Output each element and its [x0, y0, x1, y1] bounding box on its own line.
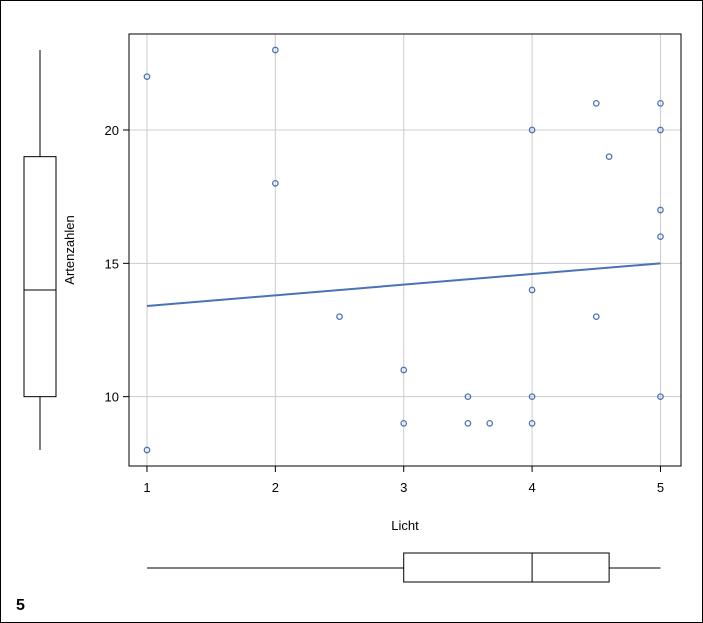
data-point — [400, 419, 408, 427]
data-point — [528, 393, 536, 401]
data-point — [657, 393, 664, 401]
x-tick-label: 5 — [657, 480, 664, 495]
y-tick-label: 10 — [105, 390, 119, 405]
plot-area — [128, 33, 682, 467]
panel-number: 5 — [16, 597, 25, 614]
data-point — [592, 313, 600, 321]
data-point — [143, 446, 151, 454]
data-point — [400, 366, 408, 374]
regression-line — [146, 262, 661, 307]
data-point — [336, 313, 343, 321]
data-point — [486, 419, 494, 427]
points-layer — [143, 46, 664, 454]
data-point — [657, 233, 664, 241]
y-marginal-boxplot — [23, 50, 57, 450]
grid-layer — [129, 34, 681, 466]
y-box-rect — [23, 156, 57, 398]
y-tick-label: 20 — [105, 123, 119, 138]
fit-line-layer — [146, 262, 661, 307]
data-point — [605, 153, 613, 161]
x-box-rect — [403, 552, 610, 583]
ticks-layer: 1 2 3 4 5 10 15 20 — [105, 123, 665, 495]
data-point — [464, 419, 472, 427]
data-point — [592, 99, 600, 107]
x-axis-label: Licht — [391, 518, 419, 533]
x-marginal-boxplot — [146, 552, 661, 583]
data-point — [657, 206, 664, 214]
data-point — [143, 73, 151, 81]
data-point — [528, 419, 536, 427]
x-tick-label: 4 — [528, 480, 535, 495]
y-tick-label: 15 — [105, 256, 119, 271]
data-point — [528, 286, 536, 294]
data-point — [657, 126, 664, 134]
data-point — [464, 393, 472, 401]
data-point — [271, 46, 279, 54]
x-tick-label: 1 — [143, 480, 150, 495]
x-tick-label: 2 — [272, 480, 279, 495]
data-point — [657, 99, 664, 107]
data-point — [271, 179, 279, 187]
data-point — [528, 126, 536, 134]
x-tick-label: 3 — [400, 480, 407, 495]
y-axis-label: Artenzahlen — [62, 215, 77, 284]
